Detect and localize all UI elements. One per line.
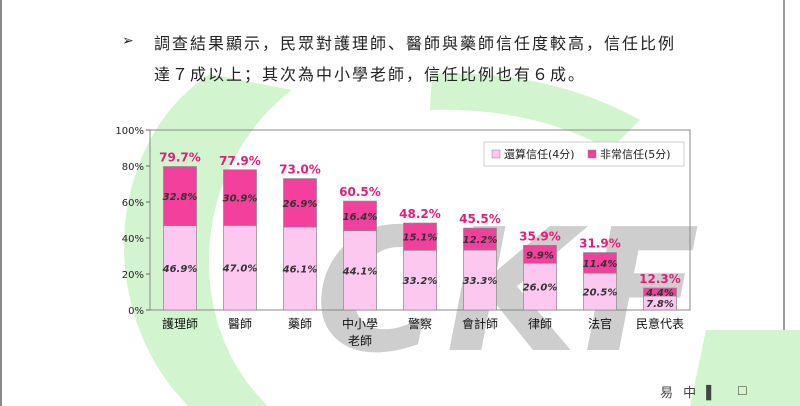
total-label: 77.9% — [219, 154, 261, 168]
category-label-line: 警察 — [408, 316, 432, 331]
total-label: 31.9% — [579, 237, 621, 251]
total-label: 48.2% — [399, 207, 441, 221]
data-label-very-trust: 16.4% — [343, 212, 378, 223]
bar-segment-somewhat-trust — [223, 225, 257, 311]
data-label-somewhat-trust: 44.1% — [342, 266, 378, 277]
category-label-line: 老師 — [348, 334, 372, 348]
category-label-line: 會計師 — [462, 316, 498, 331]
total-label: 79.7% — [159, 151, 201, 165]
data-label-somewhat-trust: 26.0% — [523, 283, 558, 294]
left-page-edge — [0, 0, 2, 406]
category-label-line: 民意代表 — [636, 316, 684, 331]
background-swoosh-right — [690, 330, 800, 406]
bar-segment-somewhat-trust — [463, 249, 497, 311]
legend-label-very-trust: 非常信任(5分) — [600, 148, 671, 161]
bar-segment-very-trust — [343, 200, 377, 231]
bar-segment-somewhat-trust — [163, 225, 197, 311]
category-label-line: 法官 — [588, 316, 612, 331]
y-tick-label: 20% — [122, 270, 144, 281]
bullet-arrow-icon: ➢ — [122, 33, 134, 49]
bar-segment-very-trust — [283, 178, 317, 228]
y-tick-label: 80% — [122, 162, 144, 173]
data-label-very-trust: 9.9% — [526, 250, 554, 261]
category-label: 民意代表 — [636, 316, 684, 331]
category-label-line: 護理師 — [162, 316, 198, 331]
total-label: 73.0% — [279, 163, 321, 177]
bar-segment-somewhat-trust — [583, 272, 617, 311]
data-label-somewhat-trust: 33.2% — [403, 276, 438, 287]
data-label-very-trust: 11.4% — [583, 259, 618, 270]
y-tick-label: 100% — [115, 126, 144, 137]
data-label-very-trust: 12.2% — [463, 235, 498, 246]
bar-segment-somewhat-trust — [343, 230, 377, 311]
corner-stamp: 易 中 ▌ — [660, 386, 720, 401]
total-label: 12.3% — [639, 272, 681, 286]
data-label-somewhat-trust: 33.3% — [463, 276, 498, 287]
ckf-watermark: CKF — [315, 193, 706, 391]
bar-segment-very-trust — [583, 252, 617, 274]
data-label-very-trust: 26.9% — [283, 199, 318, 210]
category-label: 會計師 — [462, 316, 498, 331]
legend-swatch-somewhat-trust — [491, 149, 501, 159]
bar-segment-somewhat-trust — [523, 262, 557, 311]
data-label-somewhat-trust: 47.0% — [222, 264, 258, 275]
summary-line-1: 調查結果顯示，民眾對護理師、醫師與藥師信任度較高，信任比例 — [154, 34, 677, 53]
bar-segment-very-trust — [643, 287, 677, 297]
total-label: 45.5% — [459, 212, 501, 226]
summary-line-2: 達７成以上；其次為中小學老師，信任比例也有６成。 — [154, 65, 587, 84]
category-label-line: 醫師 — [228, 317, 252, 331]
data-label-very-trust: 4.4% — [645, 288, 674, 299]
page-corner-icon: ☐ — [737, 384, 748, 398]
category-label-line: 藥師 — [288, 317, 312, 331]
category-label: 醫師 — [228, 317, 252, 331]
category-label: 藥師 — [288, 317, 312, 331]
legend-swatch-very-trust — [587, 149, 597, 159]
background-swoosh-left — [124, 74, 292, 406]
bar-segment-somewhat-trust — [403, 249, 437, 311]
background-swoosh-top — [430, 73, 640, 150]
total-label: 35.9% — [519, 229, 561, 243]
bar-segment-very-trust — [223, 169, 257, 226]
bar-segment-very-trust — [403, 222, 437, 251]
y-tick-label: 40% — [122, 234, 144, 245]
data-label-somewhat-trust: 46.9% — [162, 264, 198, 275]
data-label-somewhat-trust: 7.8% — [646, 299, 674, 310]
legend-label-somewhat-trust: 還算信任(4分) — [504, 147, 575, 161]
bar-segment-very-trust — [523, 245, 557, 264]
y-tick-label: 60% — [122, 198, 144, 209]
category-label: 中小學老師 — [342, 316, 378, 348]
category-label: 警察 — [408, 316, 432, 331]
total-label: 60.5% — [339, 185, 381, 199]
right-page-edge — [783, 0, 785, 406]
data-label-very-trust: 15.1% — [403, 233, 438, 244]
category-label: 法官 — [588, 316, 612, 331]
data-label-very-trust: 30.9% — [223, 194, 258, 205]
legend: 還算信任(4分) 非常信任(5分) — [483, 141, 685, 167]
y-tick-label: 0% — [128, 306, 144, 317]
category-label-line: 中小學 — [342, 316, 378, 331]
category-label: 護理師 — [162, 316, 198, 331]
bar-segment-very-trust — [463, 227, 497, 251]
data-label-somewhat-trust: 20.5% — [583, 288, 618, 299]
data-label-very-trust: 32.8% — [163, 192, 198, 203]
category-label: 律師 — [528, 317, 552, 331]
data-label-somewhat-trust: 46.1% — [282, 265, 318, 276]
legend-box — [483, 141, 685, 167]
bar-segment-very-trust — [163, 166, 197, 226]
category-label-line: 律師 — [528, 317, 552, 331]
